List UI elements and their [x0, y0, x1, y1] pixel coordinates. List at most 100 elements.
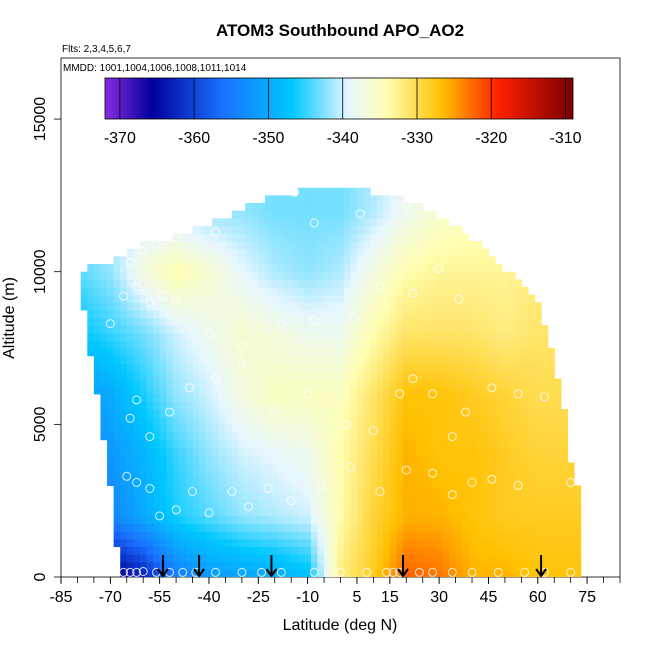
heatmap-cell — [238, 447, 246, 456]
heatmap-cell — [264, 218, 273, 227]
heatmap-cell — [442, 325, 450, 334]
heatmap-cell — [416, 348, 424, 357]
observation-point — [303, 389, 313, 399]
heatmap-cell — [527, 561, 536, 570]
heatmap-cell — [126, 546, 134, 555]
heatmap-cell — [146, 538, 154, 548]
heatmap-cell — [363, 332, 371, 341]
heatmap-cell — [87, 264, 95, 273]
heatmap-cell — [396, 309, 404, 319]
heatmap-cell — [271, 271, 279, 280]
heatmap-cell — [120, 317, 128, 326]
heatmap-cell — [297, 264, 305, 273]
heatmap-cell — [554, 508, 562, 517]
heatmap-cell — [541, 409, 549, 418]
heatmap-cell — [284, 256, 292, 265]
heatmap-cell — [153, 401, 161, 410]
heatmap-cell — [475, 462, 483, 471]
heatmap-cell — [337, 233, 345, 242]
heatmap-cell — [324, 302, 332, 311]
heatmap-cell — [488, 493, 496, 502]
heatmap-cell — [481, 431, 490, 441]
heatmap-cell — [560, 485, 568, 494]
heatmap-cell — [205, 561, 213, 570]
heatmap-cell — [185, 470, 194, 479]
heatmap-cell — [534, 332, 542, 341]
heatmap-cell — [113, 531, 121, 540]
heatmap-cell — [258, 233, 266, 242]
heatmap-cell — [225, 218, 233, 227]
heatmap-cell — [192, 348, 200, 357]
heatmap-cell — [541, 500, 549, 509]
heatmap-cell — [284, 233, 292, 242]
heatmap-cell — [330, 409, 338, 418]
heatmap-cell — [120, 332, 128, 341]
heatmap-cell — [350, 401, 358, 410]
heatmap-cell — [258, 431, 266, 441]
heatmap-cell — [475, 386, 483, 395]
heatmap-cell — [199, 538, 207, 548]
heatmap-cell — [514, 554, 522, 563]
heatmap-cell — [370, 241, 378, 250]
heatmap-cell — [238, 477, 246, 487]
heatmap-cell — [383, 523, 391, 532]
heatmap-cell — [284, 218, 292, 227]
heatmap-cell — [120, 561, 128, 570]
heatmap-cell — [416, 424, 424, 433]
heatmap-cell — [166, 370, 174, 380]
heatmap-cell — [475, 439, 483, 448]
heatmap-cell — [245, 294, 253, 303]
heatmap-cell — [501, 424, 509, 433]
heatmap-cell — [363, 256, 371, 265]
heatmap-cell — [409, 409, 417, 418]
heatmap-cell — [337, 348, 345, 357]
heatmap-cell — [462, 348, 470, 357]
heatmap-cell — [139, 500, 148, 509]
heatmap-cell — [435, 256, 444, 265]
heatmap-cell — [146, 546, 154, 555]
heatmap-cell — [363, 317, 371, 326]
heatmap-cell — [343, 187, 351, 196]
heatmap-cell — [396, 325, 404, 334]
heatmap-cell — [126, 378, 134, 387]
heatmap-cell — [363, 325, 371, 334]
heatmap-cell — [514, 454, 522, 464]
heatmap-cell — [330, 241, 338, 250]
heatmap-cell — [442, 500, 450, 509]
heatmap-cell — [435, 531, 444, 540]
heatmap-cell — [514, 401, 522, 410]
observation-point — [125, 567, 135, 577]
heatmap-cell — [356, 294, 365, 303]
heatmap-cell — [139, 363, 148, 372]
heatmap-cell — [258, 340, 266, 349]
heatmap-cell — [422, 447, 430, 456]
heatmap-cell — [291, 203, 299, 212]
heatmap-cell — [429, 363, 437, 372]
heatmap-cell — [159, 332, 167, 341]
heatmap-cell — [278, 470, 286, 479]
heatmap-cell — [212, 554, 220, 563]
heatmap-cell — [383, 317, 391, 326]
heatmap-cell — [501, 409, 509, 418]
heatmap-cell — [495, 409, 503, 418]
heatmap-cell — [218, 386, 227, 395]
heatmap-cell — [475, 279, 483, 288]
heatmap-cell — [541, 538, 549, 548]
heatmap-cell — [422, 523, 430, 532]
colorbar-tick-label: -340 — [327, 130, 359, 147]
observation-point — [286, 496, 296, 506]
heatmap-cell — [310, 248, 319, 258]
heatmap-cell — [264, 195, 273, 204]
heatmap-cell — [343, 447, 351, 456]
heatmap-cell — [547, 477, 555, 487]
heatmap-cell — [547, 363, 555, 372]
observation-point — [155, 511, 165, 521]
heatmap-cell — [172, 233, 180, 242]
heatmap-cell — [468, 546, 476, 555]
heatmap-cell — [284, 203, 292, 212]
heatmap-cell — [560, 500, 568, 509]
heatmap-cell — [231, 500, 240, 509]
heatmap-cell — [231, 493, 240, 502]
heatmap-cell — [402, 439, 411, 448]
heatmap-cell — [218, 233, 227, 242]
